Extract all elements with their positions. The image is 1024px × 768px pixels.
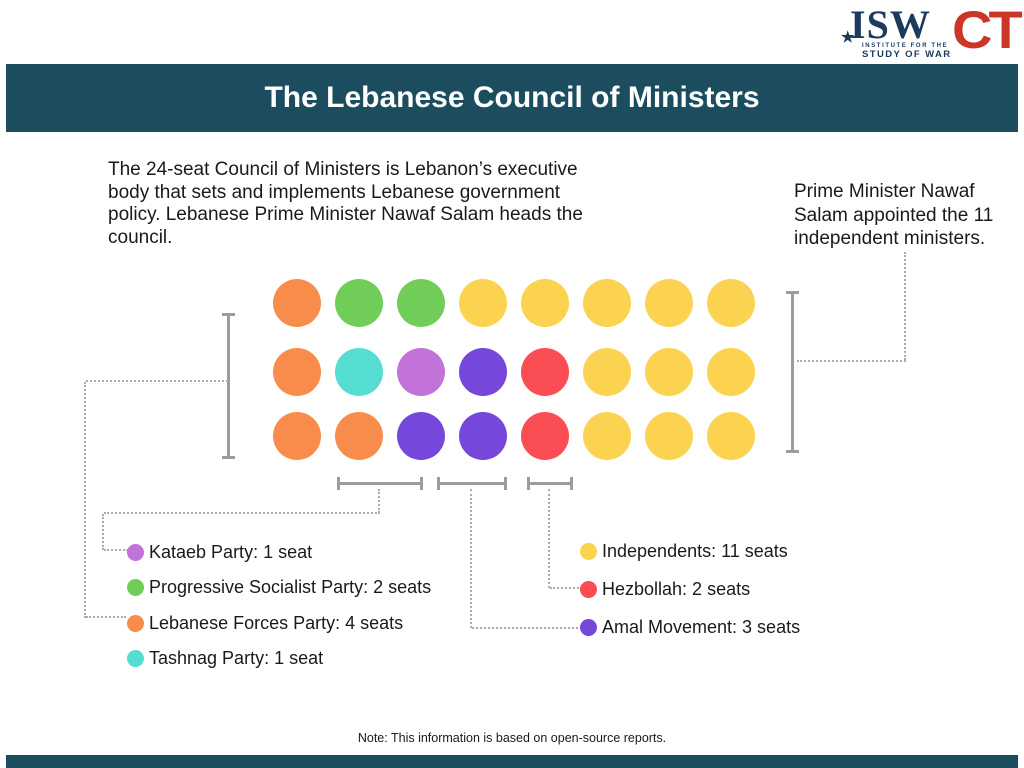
legend-item-independents: Independents: 11 seats — [580, 539, 788, 563]
seat-row-2 — [273, 348, 755, 396]
legend-item-kataeb: Kataeb Party: 1 seat — [127, 540, 312, 564]
connector-amal-vertical — [470, 489, 472, 628]
kataeb-bracket — [337, 477, 423, 490]
seat-independent — [645, 348, 693, 396]
seat-psp — [335, 279, 383, 327]
seat-independent — [707, 279, 755, 327]
intro-paragraph: The 24-seat Council of Ministers is Leba… — [108, 159, 583, 248]
seat-amal — [459, 412, 507, 460]
seat-amal — [459, 348, 507, 396]
legend-label-tashnag: Tashnag Party: 1 seat — [149, 647, 324, 668]
seat-lebanese_forces — [273, 279, 321, 327]
independents-callout: Prime Minister Nawaf Salam appointed the… — [794, 181, 994, 249]
seat-independent — [707, 412, 755, 460]
footer-band — [6, 755, 1018, 768]
seat-hezbollah — [521, 412, 569, 460]
seat-lebanese_forces — [335, 412, 383, 460]
legend-item-amal: Amal Movement: 3 seats — [580, 615, 800, 639]
star-icon: ★ — [841, 30, 856, 46]
ct-logo: CT — [952, 0, 1023, 60]
seat-lebanese_forces — [273, 412, 321, 460]
seat-row-3 — [273, 412, 755, 460]
seat-independent — [521, 279, 569, 327]
psp-dot-icon — [127, 578, 144, 596]
legend-item-lebanese-forces: Lebanese Forces Party: 4 seats — [127, 611, 403, 635]
isw-tagline-line2: STUDY OF WAR — [862, 49, 952, 60]
lebanese-forces-dot-icon — [127, 614, 144, 632]
isw-wordmark: ★ ISW — [841, 2, 954, 47]
seat-independent — [583, 279, 631, 327]
seat-lebanese_forces — [273, 348, 321, 396]
seat-tashnag — [335, 348, 383, 396]
hezbollah-bracket — [527, 477, 573, 490]
legend-label-hezbollah: Hezbollah: 2 seats — [602, 578, 751, 599]
connector-independents-horizontal — [797, 360, 906, 362]
connector-kataeb-vertical — [102, 514, 104, 550]
independents-dot-icon — [580, 542, 597, 560]
legend-label-kataeb: Kataeb Party: 1 seat — [149, 541, 313, 562]
page-title: The Lebanese Council of Ministers — [264, 81, 760, 114]
seat-independent — [459, 279, 507, 327]
amal-dot-icon — [580, 618, 597, 636]
legend-label-lebanese-forces: Lebanese Forces Party: 4 seats — [149, 612, 404, 633]
seat-independent — [645, 279, 693, 327]
tashnag-dot-icon — [127, 649, 144, 667]
seat-independent — [707, 348, 755, 396]
hezbollah-dot-icon — [580, 580, 597, 598]
seat-independent — [645, 412, 693, 460]
connector-hezbollah-vertical — [548, 489, 550, 588]
seat-kataeb — [397, 348, 445, 396]
left-column-bracket — [222, 313, 235, 459]
seat-row-1 — [273, 279, 755, 327]
connector-kataeb-end — [104, 549, 128, 551]
connector-lebanese-forces-top — [86, 380, 228, 382]
connector-independents-vertical — [904, 252, 906, 360]
seat-hezbollah — [521, 348, 569, 396]
seat-amal — [397, 412, 445, 460]
connector-kataeb-horizontal — [104, 512, 380, 514]
seat-grid — [273, 279, 755, 460]
amal-bracket — [437, 477, 507, 490]
legend-item-tashnag: Tashnag Party: 1 seat — [127, 646, 323, 670]
isw-tagline-line1: INSTITUTE FOR THE — [862, 43, 949, 49]
connector-lebanese-forces-vertical — [84, 382, 86, 618]
isw-text: ISW — [850, 2, 931, 47]
right-column-bracket — [786, 291, 799, 453]
isw-logo: ★ ISW INSTITUTE FOR THE STUDY OF WAR — [841, 2, 954, 61]
connector-kataeb-tick — [378, 489, 380, 513]
legend-item-psp: Progressive Socialist Party: 2 seats — [127, 575, 431, 599]
header-band: The Lebanese Council of Ministers — [6, 64, 1018, 132]
seat-independent — [583, 412, 631, 460]
legend-label-independents: Independents: 11 seats — [602, 540, 788, 561]
connector-hezbollah-horizontal — [550, 587, 582, 589]
seat-independent — [583, 348, 631, 396]
source-note: Note: This information is based on open-… — [357, 731, 667, 745]
seat-psp — [397, 279, 445, 327]
legend-label-psp: Progressive Socialist Party: 2 seats — [149, 576, 432, 597]
legend-item-hezbollah: Hezbollah: 2 seats — [580, 577, 750, 601]
connector-amal-horizontal — [472, 627, 582, 629]
connector-lebanese-forces-bottom — [86, 616, 126, 618]
legend-label-amal: Amal Movement: 3 seats — [602, 616, 801, 637]
kataeb-dot-icon — [127, 543, 144, 561]
